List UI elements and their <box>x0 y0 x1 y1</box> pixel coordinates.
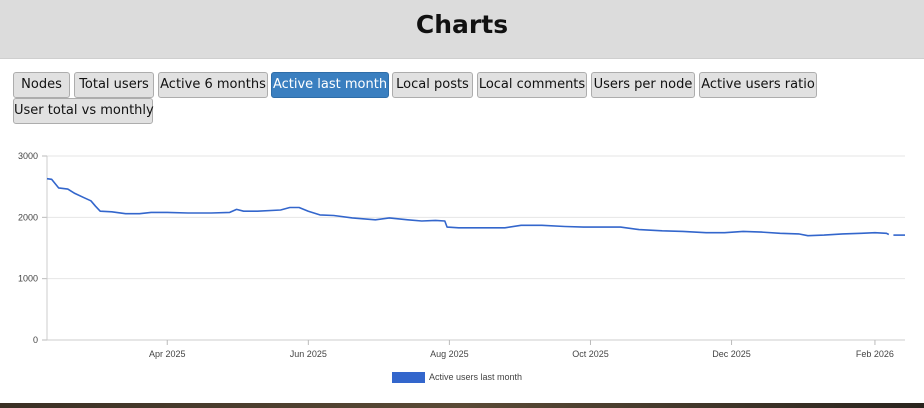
y-tick-label: 3000 <box>18 151 38 161</box>
x-tick-label: Oct 2025 <box>572 349 609 359</box>
tab-local-comments[interactable]: Local comments <box>477 72 587 98</box>
x-tick-label: Jun 2025 <box>290 349 327 359</box>
legend-label: Active users last month <box>429 372 522 382</box>
window-bottom-strip <box>0 403 924 408</box>
y-tick-label: 0 <box>33 335 38 345</box>
gridlines <box>47 155 905 280</box>
x-tick-label: Dec 2025 <box>712 349 751 359</box>
y-tick-label: 1000 <box>18 274 38 284</box>
y-tick-label: 2000 <box>18 212 38 222</box>
page-title: Charts <box>415 10 509 39</box>
series-lines <box>46 177 905 237</box>
tab-user-total-vs-monthly[interactable]: User total vs monthly <box>13 98 154 124</box>
x-tick-label: Feb 2026 <box>856 349 894 359</box>
x-tick-label: Apr 2025 <box>149 349 186 359</box>
tab-active-last-month[interactable]: Active last month <box>271 72 389 98</box>
header-bar: Charts <box>0 0 924 59</box>
series-line-0 <box>46 177 890 237</box>
tick-labels: 0 1000 2000 3000 Apr 2025 Jun 2025 Aug 2025 Oct… <box>18 151 894 359</box>
line-chart: 0 1000 2000 3000 Apr 2025 Jun 2025 Aug 2025 Oct… <box>18 151 905 383</box>
tab-active-users-ratio[interactable]: Active users ratio <box>699 72 817 98</box>
tab-total-users[interactable]: Total users <box>74 72 154 98</box>
tab-nodes[interactable]: Nodes <box>13 72 70 98</box>
tab-local-posts[interactable]: Local posts <box>392 72 473 98</box>
tab-users-per-node[interactable]: Users per node <box>591 72 695 98</box>
legend-swatch <box>392 372 425 383</box>
tab-active-6-months[interactable]: Active 6 months <box>158 72 268 98</box>
x-tick-label: Aug 2025 <box>430 349 469 359</box>
legend: Active users last month <box>392 372 522 383</box>
axes <box>42 155 905 345</box>
